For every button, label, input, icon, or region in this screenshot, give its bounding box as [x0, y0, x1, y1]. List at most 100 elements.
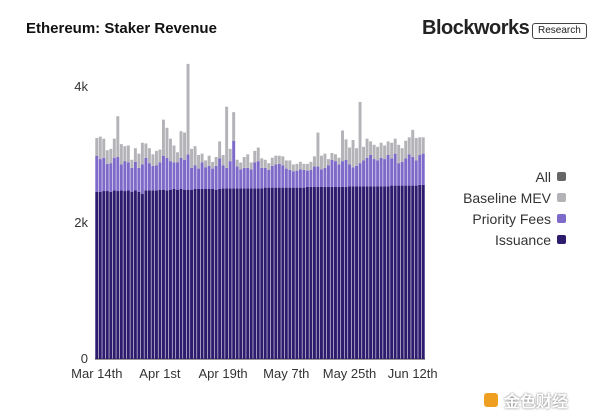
bar-segment-baseline-mev [263, 159, 267, 168]
bar-segment-priority-fees [267, 169, 271, 188]
bar-segment-issuance [281, 187, 285, 359]
bar-segment-baseline-mev [260, 158, 264, 168]
y-tick-label: 4k [74, 79, 88, 94]
bar-segment-issuance [277, 187, 281, 359]
bar-segment-issuance [109, 191, 113, 359]
bar-segment-baseline-mev [197, 155, 201, 169]
bar-segment-priority-fees [165, 157, 169, 191]
bar-segment-priority-fees [137, 167, 141, 192]
bar-segment-priority-fees [362, 160, 366, 187]
jinse-watermark: 金色财经 [484, 388, 568, 412]
bar-segment-priority-fees [228, 161, 232, 189]
bar-segment-priority-fees [309, 169, 313, 187]
bar-segment-priority-fees [172, 162, 176, 189]
bar-segment-issuance [369, 186, 373, 359]
bar-segment-baseline-mev [291, 164, 295, 172]
bar-segment-priority-fees [193, 165, 197, 189]
bar-segment-issuance [221, 188, 225, 359]
bar-segment-issuance [411, 185, 415, 359]
bar-segment-baseline-mev [144, 143, 148, 158]
bar-segment-priority-fees [330, 159, 334, 187]
bar-segment-issuance [105, 191, 109, 359]
bar-segment-baseline-mev [186, 63, 190, 155]
bar-segment-baseline-mev [116, 116, 120, 158]
bar-segment-priority-fees [176, 162, 179, 190]
bar-segment-priority-fees [186, 154, 190, 190]
bar-segment-baseline-mev [95, 138, 99, 156]
bar-segment-baseline-mev [183, 132, 186, 160]
bar-segment-issuance [390, 185, 394, 359]
bar-segment-priority-fees [376, 160, 380, 187]
bar-segment-priority-fees [323, 167, 327, 187]
bar-segment-baseline-mev [193, 146, 197, 166]
bar-segment-issuance [126, 190, 130, 359]
bar-segment-baseline-mev [369, 141, 373, 155]
bar-segment-baseline-mev [123, 146, 127, 162]
bar-segment-priority-fees [316, 166, 320, 187]
bar-segment-baseline-mev [161, 119, 165, 156]
bar-segment-baseline-mev [319, 155, 323, 170]
bar-segment-issuance [204, 189, 208, 359]
bar-segment-priority-fees [256, 161, 260, 189]
bar-segment-issuance [161, 189, 165, 359]
bar-segment-priority-fees [116, 157, 120, 192]
bar-segment-priority-fees [151, 165, 155, 191]
bar-segment-issuance [267, 187, 271, 359]
bar-segment-baseline-mev [365, 138, 369, 158]
bar-segment-priority-fees [102, 157, 106, 192]
legend-item-priority-fees[interactable]: Priority Fees [440, 208, 566, 229]
bar-segment-priority-fees [204, 167, 208, 189]
bar-segment-priority-fees [305, 170, 309, 187]
bar-segment-issuance [186, 189, 190, 359]
bar-segment-baseline-mev [400, 148, 404, 162]
bar-segment-priority-fees [207, 165, 211, 189]
bar-segment-priority-fees [200, 162, 204, 189]
bar-segment-issuance [144, 190, 148, 359]
jinse-logo-icon [484, 393, 498, 407]
bar-segment-baseline-mev [200, 153, 204, 163]
legend-item-issuance[interactable]: Issuance [440, 229, 566, 250]
bar-segment-priority-fees [393, 153, 397, 186]
bar-segment-issuance [379, 186, 383, 359]
bar-segment-baseline-mev [284, 160, 288, 169]
bar-segment-baseline-mev [253, 150, 257, 163]
bar-segment-priority-fees [218, 158, 222, 189]
bar-segment-issuance [319, 186, 323, 359]
bar-segment-baseline-mev [211, 161, 215, 169]
bar-segment-priority-fees [334, 161, 337, 187]
bar-segment-issuance [400, 185, 404, 359]
bar-segment-baseline-mev [172, 145, 176, 163]
bar-segment-baseline-mev [288, 160, 292, 170]
bar-segment-priority-fees [158, 162, 162, 190]
bar-segment-issuance [414, 185, 418, 359]
bar-segment-issuance [326, 186, 330, 359]
bar-segment-baseline-mev [165, 127, 169, 158]
bar-segment-priority-fees [98, 159, 102, 192]
bar-segment-issuance [407, 185, 411, 359]
bar-segment-baseline-mev [414, 138, 418, 161]
bar-segment-baseline-mev [169, 138, 172, 162]
bar-segment-baseline-mev [372, 144, 376, 160]
bar-segment-issuance [270, 187, 274, 359]
bar-segment-priority-fees [126, 162, 130, 191]
bar-segment-issuance [140, 193, 144, 359]
legend-label-all: All [535, 168, 551, 185]
bar-segment-priority-fees [270, 165, 274, 188]
y-tick-label: 2k [74, 215, 88, 230]
bar-segment-baseline-mev [256, 147, 260, 162]
bar-segment-baseline-mev [235, 159, 239, 167]
bar-segment-issuance [323, 186, 327, 359]
y-axis-ticks: 0 2k 4k [74, 79, 88, 366]
legend-item-baseline-mev[interactable]: Baseline MEV [440, 187, 566, 208]
blockworks-logo: Blockworks [422, 17, 530, 39]
bar-segment-issuance [98, 191, 102, 359]
bar-segment-issuance [130, 191, 134, 359]
bar-segment-priority-fees [169, 161, 172, 190]
bar-segment-issuance [316, 186, 320, 359]
bar-segment-issuance [418, 184, 422, 359]
legend-label-priority-fees: Priority Fees [472, 210, 551, 227]
legend-item-all[interactable]: All [440, 166, 566, 187]
bar-segment-baseline-mev [221, 155, 225, 166]
bar-segment-baseline-mev [316, 132, 320, 167]
bar-segment-issuance [309, 186, 313, 359]
